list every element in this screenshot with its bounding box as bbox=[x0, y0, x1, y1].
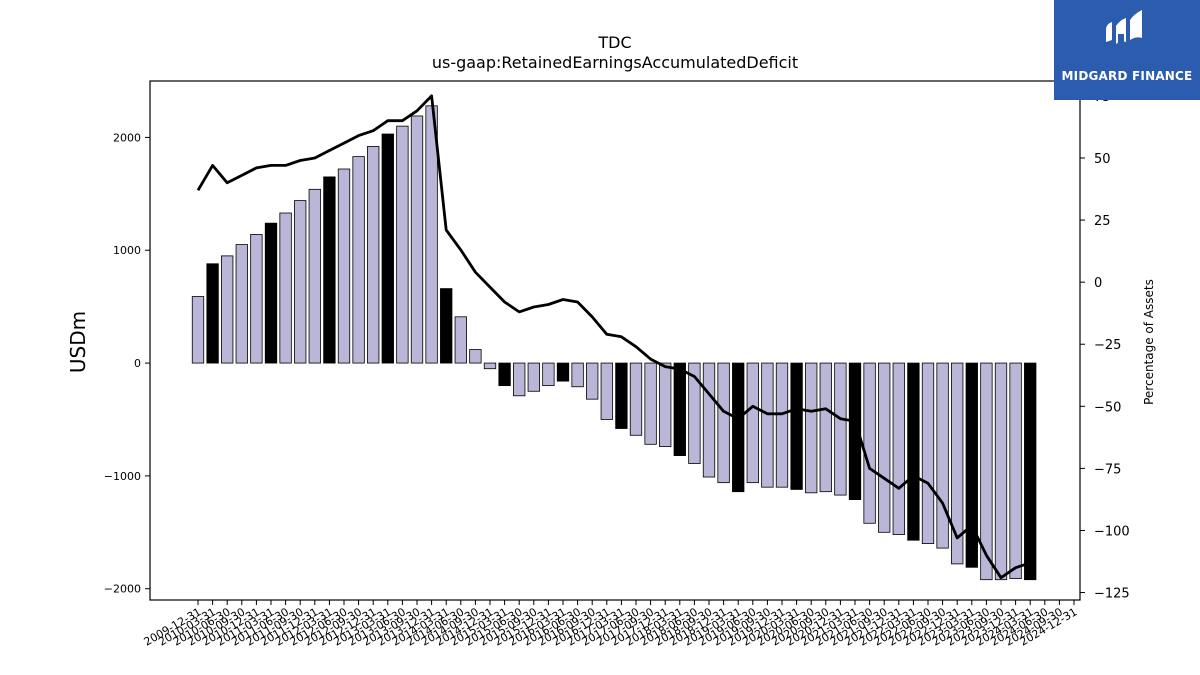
bar-group bbox=[191, 105, 1037, 581]
y-tick-label: 1000 bbox=[113, 244, 141, 257]
bar-2018-06-30 bbox=[688, 362, 701, 464]
bar-2010-06-30 bbox=[221, 255, 234, 364]
bar-2011-03-31 bbox=[264, 222, 278, 364]
bar-2017-06-30 bbox=[629, 362, 643, 436]
bar-2017-12-31 bbox=[659, 362, 672, 447]
bar-2010-09-30 bbox=[235, 244, 248, 364]
percentage-line bbox=[196, 94, 1031, 580]
bar-2023-12-31 bbox=[1009, 362, 1022, 579]
chart-subtitle: us-gaap:RetainedEarningsAccumulatedDefic… bbox=[432, 53, 798, 72]
bar-2016-03-31 bbox=[556, 362, 570, 382]
y-axis-label: USDm bbox=[66, 311, 90, 373]
bar-2015-03-31 bbox=[498, 362, 511, 387]
bar-2016-12-31 bbox=[600, 362, 613, 420]
y2-tick-label: 25 bbox=[1094, 214, 1111, 229]
bar-2012-12-31 bbox=[367, 146, 380, 364]
line-group bbox=[196, 94, 1031, 580]
bar-2019-06-30 bbox=[746, 362, 759, 484]
bar-2017-09-30 bbox=[644, 362, 657, 445]
bar-2014-09-30 bbox=[469, 349, 482, 364]
bar-2016-09-30 bbox=[586, 362, 599, 400]
bar-2013-06-30 bbox=[396, 125, 409, 364]
bar-2022-12-31 bbox=[951, 362, 964, 565]
bar-2024-03-31 bbox=[1024, 362, 1037, 581]
bar-2020-12-31 bbox=[834, 362, 847, 496]
bar-2018-03-31 bbox=[673, 362, 686, 456]
y2-tick-label: −25 bbox=[1094, 338, 1121, 353]
bar-2019-03-31 bbox=[732, 362, 745, 493]
bar-2013-03-31 bbox=[381, 133, 394, 364]
bar-2010-03-31 bbox=[206, 263, 219, 364]
bar-2023-03-31 bbox=[965, 362, 978, 568]
bar-2022-09-30 bbox=[936, 362, 949, 549]
y2-axis-label: Percentage of Assets bbox=[1142, 279, 1156, 405]
y2-tick-label: −100 bbox=[1094, 524, 1130, 539]
y-tick-label: −2000 bbox=[104, 583, 141, 596]
bar-2014-12-31 bbox=[483, 362, 497, 370]
bar-2014-03-31 bbox=[440, 288, 453, 364]
chart-title: TDC bbox=[597, 33, 631, 52]
bar-2014-06-30 bbox=[454, 316, 467, 364]
bar-2015-09-30 bbox=[527, 362, 540, 392]
bar-2021-09-30 bbox=[878, 362, 891, 533]
brand-name: MIDGARD FINANCE bbox=[1061, 69, 1193, 83]
bar-2011-06-30 bbox=[279, 212, 292, 364]
bar-2018-12-31 bbox=[717, 362, 730, 484]
bar-2012-06-30 bbox=[337, 168, 351, 364]
brand-logo: MIDGARD FINANCE bbox=[1054, 0, 1200, 100]
bar-2011-12-31 bbox=[308, 188, 321, 364]
bar-2017-03-31 bbox=[615, 362, 628, 429]
bar-2021-12-31 bbox=[892, 362, 905, 535]
bar-2021-06-30 bbox=[863, 362, 876, 524]
bar-2020-09-30 bbox=[819, 362, 832, 493]
bar-2020-06-30 bbox=[805, 362, 818, 494]
bar-2023-09-30 bbox=[994, 362, 1008, 581]
y2-tick-label: 0 bbox=[1094, 276, 1102, 291]
bar-2009-12-31 bbox=[191, 296, 205, 364]
bar-2018-09-30 bbox=[702, 362, 716, 478]
y2-tick-label: −125 bbox=[1094, 587, 1130, 602]
bar-2020-03-31 bbox=[790, 362, 803, 490]
y-tick-label: 0 bbox=[134, 357, 141, 370]
bar-2015-06-30 bbox=[513, 362, 526, 397]
y-tick-label: −1000 bbox=[104, 470, 141, 483]
bar-2013-09-30 bbox=[410, 115, 424, 364]
bar-2012-03-31 bbox=[323, 176, 336, 364]
midgard-logo-icon bbox=[1106, 10, 1142, 44]
bar-2022-03-31 bbox=[907, 362, 920, 541]
bar-2019-12-31 bbox=[775, 362, 789, 488]
bar-2011-09-30 bbox=[294, 200, 307, 364]
y2-tick-label: −75 bbox=[1094, 462, 1121, 477]
bar-2019-09-30 bbox=[761, 362, 774, 488]
y2-tick-label: 50 bbox=[1094, 152, 1111, 167]
y2-tick-label: −50 bbox=[1094, 400, 1121, 415]
bar-2010-12-31 bbox=[250, 234, 263, 364]
bar-2022-06-30 bbox=[921, 362, 935, 544]
axes: −2000 −1000 0 1000 2000 −125 −100 −75 −50 −25 0 25 5… bbox=[104, 80, 1130, 649]
y-tick-label: 2000 bbox=[113, 131, 141, 144]
plot-frame bbox=[149, 80, 1081, 601]
bar-2021-03-31 bbox=[848, 362, 862, 500]
bar-2016-06-30 bbox=[571, 362, 584, 388]
bar-2023-06-30 bbox=[980, 362, 993, 581]
bar-2015-12-31 bbox=[542, 362, 555, 387]
bar-2012-09-30 bbox=[352, 156, 365, 364]
